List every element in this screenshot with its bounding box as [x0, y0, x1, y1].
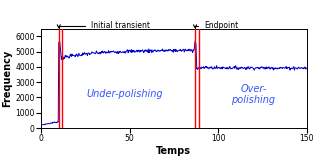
Text: Initial transient: Initial transient — [57, 21, 150, 30]
X-axis label: Temps: Temps — [156, 146, 191, 156]
Text: Under-polishing: Under-polishing — [86, 89, 162, 99]
Y-axis label: Frequency: Frequency — [3, 50, 13, 107]
Text: Endpoint: Endpoint — [193, 21, 238, 30]
Text: Over-
polishing: Over- polishing — [231, 84, 276, 105]
